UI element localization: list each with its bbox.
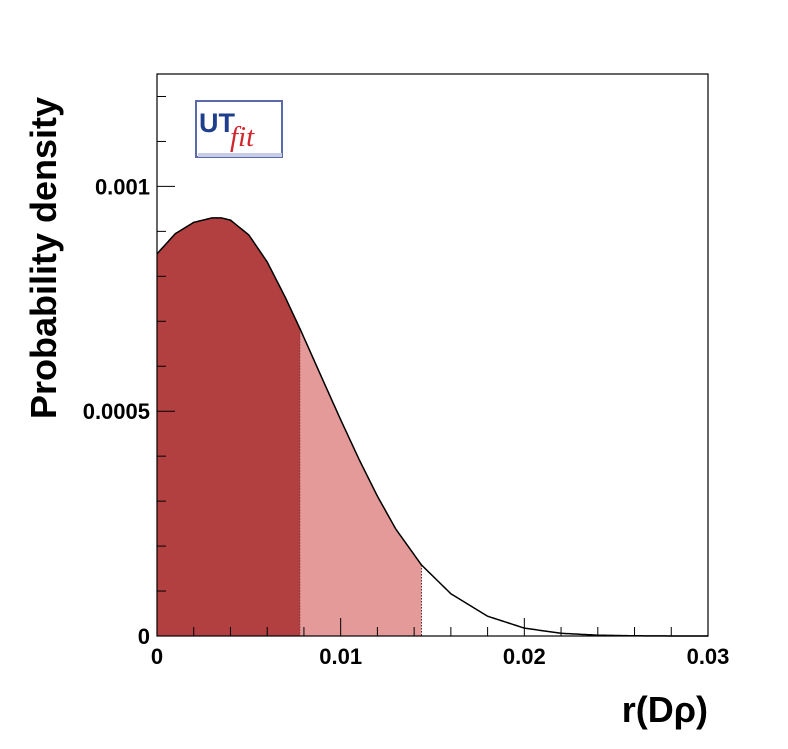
logo-fit-text: fit (230, 121, 255, 153)
logo-shadow (198, 153, 282, 157)
x-tick-label: 0.02 (503, 644, 546, 669)
x-tick-label: 0.03 (687, 644, 730, 669)
x-axis-title: r(Dρ) (622, 689, 708, 730)
x-tick-label: 0.01 (319, 644, 362, 669)
y-tick-label: 0 (138, 624, 150, 649)
y-ticks (157, 95, 175, 637)
y-tick-labels: 0 0.0005 0.001 (83, 174, 150, 649)
y-axis-title: Probability density (23, 97, 64, 419)
region-1 (157, 217, 301, 636)
utfit-logo: UT fit (195, 100, 283, 158)
region-2 (300, 329, 422, 636)
y-tick-label: 0.001 (95, 174, 150, 199)
x-tick-labels: 0 0.01 0.02 0.03 (151, 644, 730, 669)
plot-frame (156, 73, 709, 637)
logo-ut-text: UT (199, 108, 235, 138)
regions-layer (157, 217, 422, 636)
x-ticks (156, 618, 709, 636)
x-tick-label: 0 (151, 644, 163, 669)
y-tick-label: 0.0005 (83, 399, 150, 424)
